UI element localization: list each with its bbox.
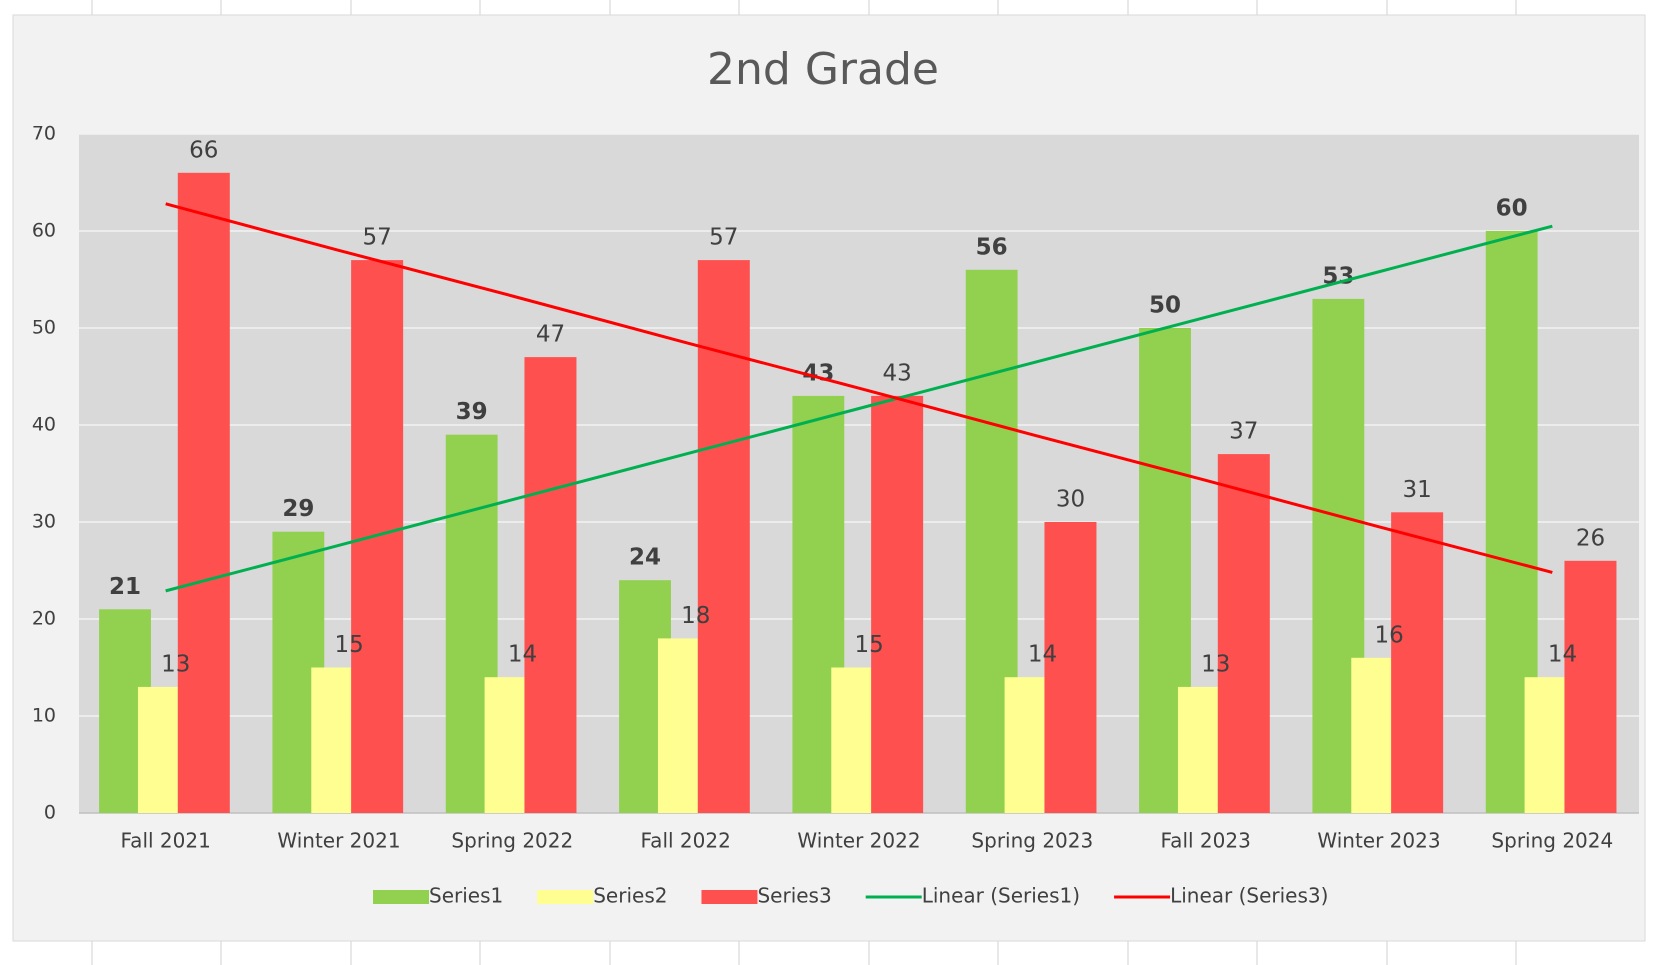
data-label: 21	[109, 574, 141, 600]
x-tick-label: Fall 2022	[641, 829, 731, 853]
data-label: 47	[536, 322, 565, 348]
legend-label: Series1	[429, 884, 503, 908]
data-label: 14	[508, 642, 537, 668]
y-tick-label: 40	[32, 414, 56, 436]
data-label: 57	[362, 225, 391, 251]
bar	[311, 667, 352, 813]
x-tick-label: Fall 2023	[1161, 829, 1251, 853]
data-label: 24	[629, 545, 661, 571]
data-label: 57	[709, 225, 738, 251]
x-tick-label: Spring 2023	[971, 829, 1093, 853]
data-label: 37	[1229, 419, 1258, 445]
y-tick-label: 70	[32, 123, 56, 145]
legend-label: Linear (Series3)	[1170, 884, 1328, 908]
x-tick-label: Fall 2021	[121, 829, 211, 853]
data-label: 13	[1201, 651, 1230, 677]
bar	[1044, 522, 1097, 813]
bar	[697, 260, 750, 814]
data-label: 31	[1402, 477, 1431, 503]
data-label: 18	[681, 603, 710, 629]
data-label: 14	[1028, 642, 1057, 668]
legend-label: Series3	[757, 884, 831, 908]
bar	[1217, 454, 1270, 813]
bar	[831, 667, 872, 813]
data-label: 15	[854, 632, 883, 658]
data-label: 43	[882, 360, 911, 386]
y-tick-label: 60	[32, 220, 56, 242]
x-tick-label: Spring 2022	[451, 829, 573, 853]
bar	[524, 357, 577, 813]
legend-swatch	[537, 890, 594, 904]
x-tick-label: Spring 2024	[1491, 829, 1613, 853]
data-label: 30	[1056, 487, 1085, 513]
data-label: 13	[161, 651, 190, 677]
legend-swatch	[701, 890, 758, 904]
sheet-lines	[91, 0, 1517, 965]
bar	[137, 686, 178, 813]
data-label: 29	[282, 496, 314, 522]
y-tick-label: 10	[32, 705, 56, 727]
data-label: 15	[334, 632, 363, 658]
data-label: 56	[976, 234, 1008, 260]
bar	[177, 172, 230, 814]
x-tick-label: Winter 2021	[277, 829, 400, 853]
chart-title: 2nd Grade	[707, 44, 939, 95]
data-label: 39	[456, 399, 488, 425]
bar	[1177, 686, 1218, 813]
data-label: 14	[1548, 642, 1577, 668]
legend-swatch	[373, 890, 429, 904]
x-tick-label: Winter 2022	[797, 829, 920, 853]
bar	[1564, 560, 1617, 813]
y-tick-label: 50	[32, 317, 56, 339]
data-label: 66	[189, 137, 218, 163]
bar	[484, 677, 525, 813]
legend-label: Linear (Series1)	[922, 884, 1080, 908]
bar	[1391, 512, 1444, 813]
legend-label: Series2	[593, 884, 667, 908]
trendline	[165, 224, 1553, 593]
bar	[871, 395, 924, 813]
y-tick-label: 0	[44, 802, 56, 824]
bar	[1524, 677, 1565, 813]
y-tick-label: 20	[32, 608, 56, 630]
bar	[1004, 677, 1045, 813]
trendline	[165, 202, 1553, 574]
x-tick-label: Winter 2023	[1317, 829, 1440, 853]
data-label: 60	[1496, 196, 1528, 222]
y-tick-label: 30	[32, 511, 56, 533]
bar	[1351, 657, 1392, 813]
bar	[657, 638, 698, 813]
data-label: 50	[1149, 293, 1181, 319]
data-label: 26	[1576, 525, 1605, 551]
data-label: 16	[1374, 622, 1403, 648]
